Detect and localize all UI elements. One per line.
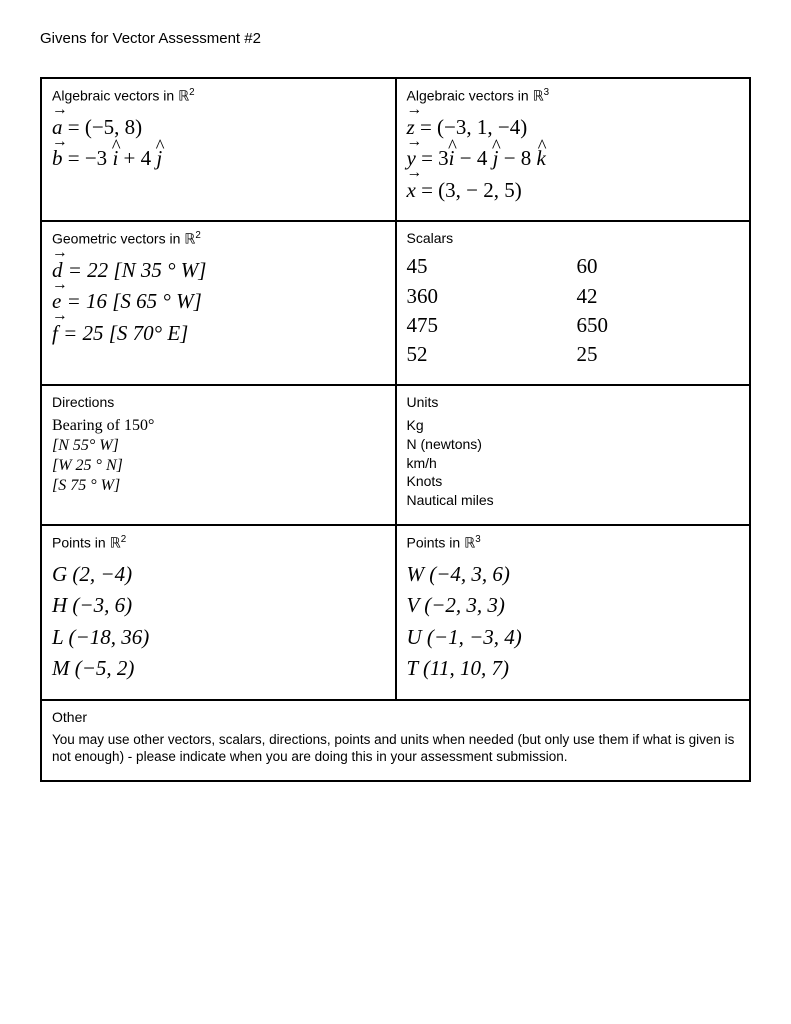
points-block: G (2, −4) H (−3, 6) L (−18, 36) M (−5, 2… [52,559,385,685]
scalar-value: 475 [407,311,517,340]
scalar-value: 45 [407,252,517,281]
page-title: Givens for Vector Assessment #2 [40,30,751,47]
real-symbol: ℝ [110,537,121,552]
header-text: Algebraic vectors in [52,88,178,104]
direction-value: [S 75 ° W] [52,476,385,496]
math-block: d = 22 [N 35 ° W] e = 16 [S 65 ° W] f = … [52,255,385,350]
cell-header: Algebraic vectors in ℝ2 [52,87,385,106]
header-text: Points in [407,535,465,551]
real-symbol: ℝ [464,537,475,552]
vector-f: f [52,318,58,350]
exponent: 2 [121,534,126,545]
cell-header: Scalars [407,230,740,246]
equals-value: = (3, − 2, 5) [416,178,522,202]
equals-value: = 25 [S 70° E] [58,321,189,345]
text: − 8 [498,146,536,170]
cell-algebraic-r2: Algebraic vectors in ℝ2 a = (−5, 8) b = … [41,78,396,221]
points-block: W (−4, 3, 6) V (−2, 3, 3) U (−1, −3, 4) … [407,559,740,685]
cell-scalars: Scalars 45 60 360 42 475 650 52 25 [396,221,751,385]
unit-value: Kg [407,416,740,435]
point-value: T (11, 10, 7) [407,653,740,685]
scalar-value: 60 [577,252,687,281]
cell-points-r3: Points in ℝ3 W (−4, 3, 6) V (−2, 3, 3) U… [396,525,751,700]
bearing-label: Bearing of [52,417,124,434]
text: − 4 [455,146,493,170]
cell-header: Other [52,709,739,725]
point-value: H (−3, 6) [52,590,385,622]
point-value: L (−18, 36) [52,622,385,654]
directions-block: Bearing of 150° [N 55° W] [W 25 ° N] [S … [52,416,385,496]
scalar-value: 52 [407,340,517,369]
direction-value: [N 55° W] [52,436,385,456]
equals-value: = 16 [S 65 ° W] [61,289,201,313]
header-text: Algebraic vectors in [407,88,533,104]
cell-header: Geometric vectors in ℝ2 [52,230,385,249]
direction-value: [W 25 ° N] [52,456,385,476]
math-block: a = (−5, 8) b = −3 i + 4 j [52,112,385,175]
cell-header: Points in ℝ3 [407,534,740,553]
cell-units: Units Kg N (newtons) km/h Knots Nautical… [396,385,751,525]
text: = −3 [63,146,113,170]
bearing-value: 150° [124,417,154,434]
unit-value: N (newtons) [407,435,740,454]
point-value: U (−1, −3, 4) [407,622,740,654]
unit-i: i [112,143,118,175]
units-list: Kg N (newtons) km/h Knots Nautical miles [407,416,740,510]
unit-value: km/h [407,454,740,473]
vector-b: b [52,143,63,175]
cell-header: Directions [52,394,385,410]
vector-x: x [407,175,416,207]
cell-header: Algebraic vectors in ℝ3 [407,87,740,106]
scalar-value: 360 [407,282,517,311]
cell-geometric-r2: Geometric vectors in ℝ2 d = 22 [N 35 ° W… [41,221,396,385]
unit-k: k [537,143,546,175]
scalar-value: 42 [577,282,687,311]
equals-value: = (−5, 8) [63,115,143,139]
point-value: W (−4, 3, 6) [407,559,740,591]
unit-i: i [449,143,455,175]
unit-value: Knots [407,472,740,491]
other-note: You may use other vectors, scalars, dire… [52,731,739,766]
exponent: 3 [475,534,480,545]
cell-other: Other You may use other vectors, scalars… [41,700,750,781]
cell-header: Units [407,394,740,410]
unit-j: j [493,143,499,175]
cell-directions: Directions Bearing of 150° [N 55° W] [W … [41,385,396,525]
math-block: z = (−3, 1, −4) y = 3i − 4 j − 8 k x = (… [407,112,740,207]
real-symbol: ℝ [178,90,189,105]
unit-j: j [156,143,162,175]
point-value: V (−2, 3, 3) [407,590,740,622]
scalar-value: 25 [577,340,687,369]
header-text: Geometric vectors in [52,231,184,247]
exponent: 2 [189,87,194,98]
header-text: Points in [52,535,110,551]
givens-table: Algebraic vectors in ℝ2 a = (−5, 8) b = … [40,77,751,782]
equals-value: = (−3, 1, −4) [415,115,528,139]
scalar-value: 650 [577,311,687,340]
equals-value: = 22 [N 35 ° W] [63,258,207,282]
real-symbol: ℝ [533,90,544,105]
cell-header: Points in ℝ2 [52,534,385,553]
scalar-grid: 45 60 360 42 475 650 52 25 [407,252,687,370]
exponent: 3 [544,87,549,98]
cell-algebraic-r3: Algebraic vectors in ℝ3 z = (−3, 1, −4) … [396,78,751,221]
real-symbol: ℝ [184,233,195,248]
cell-points-r2: Points in ℝ2 G (2, −4) H (−3, 6) L (−18,… [41,525,396,700]
point-value: G (2, −4) [52,559,385,591]
unit-value: Nautical miles [407,491,740,510]
exponent: 2 [195,230,200,241]
point-value: M (−5, 2) [52,653,385,685]
text: + 4 [118,146,156,170]
